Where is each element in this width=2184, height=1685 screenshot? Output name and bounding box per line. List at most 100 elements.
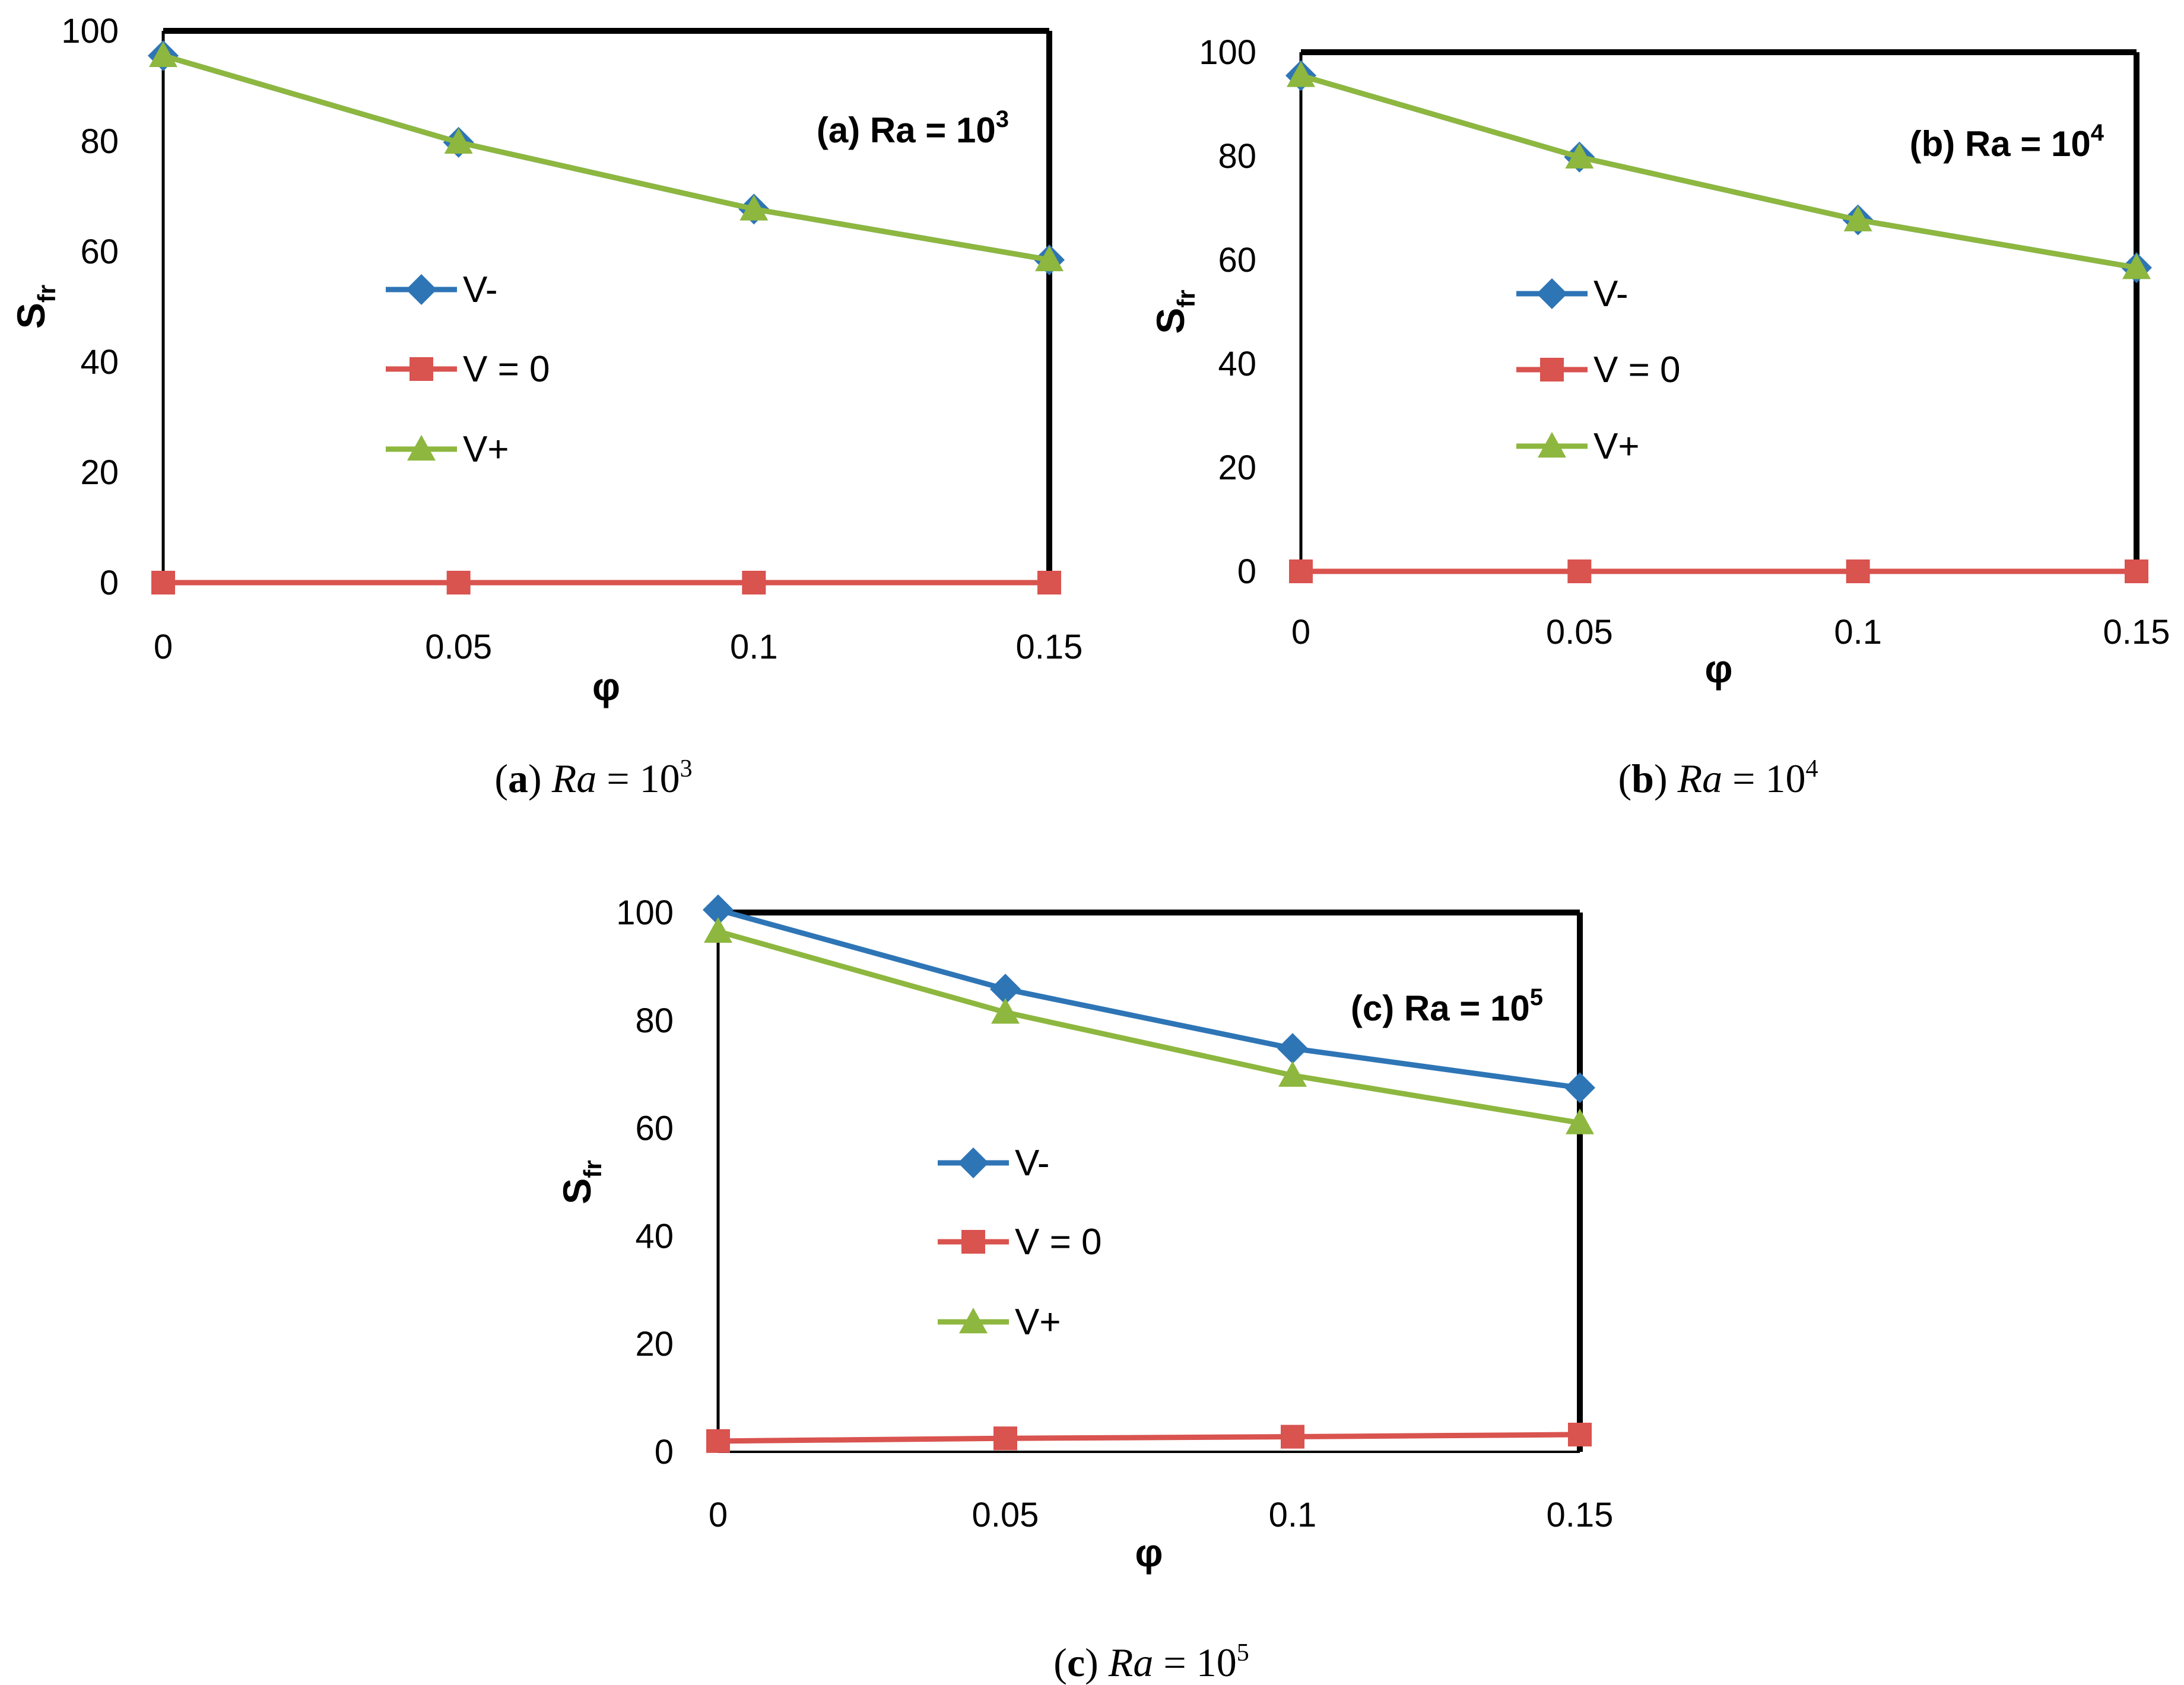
chart-panel-c: 0 20 40 60 80 100 0 0.05 0.1 0.15 φ Sfr (c) Ra = 105… <box>555 894 1613 1575</box>
caption-tag: a <box>508 756 528 801</box>
y-tick-label: 0 <box>1237 552 1256 591</box>
y-tick-label: 100 <box>61 12 119 50</box>
series-line-V0 <box>715 1432 1583 1444</box>
data-point-square <box>706 1429 730 1453</box>
caption-tag: c <box>1067 1640 1085 1685</box>
data-point-triangle <box>1566 1108 1594 1134</box>
chart-panel-a: 0 20 40 60 80 100 0 0.05 0.1 0.15 φ Sfr (a) Ra = 103… <box>9 12 1083 708</box>
legend-marker-diamond <box>1537 278 1567 309</box>
series-line-V <box>1298 72 2139 271</box>
y-axis-label: Sfr <box>1148 290 1200 333</box>
data-point-square <box>993 1426 1017 1451</box>
data-point-square <box>2125 559 2148 583</box>
y-tick-label: 60 <box>80 233 119 271</box>
panel-title-main: (c) Ra = 10 <box>1351 988 1530 1028</box>
panel-title-main: (b) Ra = 10 <box>1910 124 2091 164</box>
panel-title: (b) Ra = 104 <box>1910 120 2104 164</box>
legend-label: V- <box>463 269 498 310</box>
caption-exponent: 3 <box>680 755 693 783</box>
y-tick-label: 40 <box>1218 345 1256 383</box>
data-point-square <box>1037 571 1061 594</box>
x-tick-label: 0.05 <box>1546 613 1613 651</box>
y-tick-label: 60 <box>635 1109 674 1148</box>
series-line-V <box>160 53 1052 263</box>
y-tick-label: 80 <box>1218 137 1256 176</box>
caption-open-paren: ( <box>1618 756 1631 801</box>
caption-open-paren: ( <box>1053 1640 1067 1685</box>
legend-marker-triangle <box>1538 432 1566 458</box>
y-tick-label: 80 <box>80 122 119 161</box>
data-point-square <box>1567 559 1592 583</box>
series-line-V <box>160 53 1052 263</box>
legend-label: V+ <box>1593 426 1640 467</box>
legend-marker-triangle <box>407 435 436 461</box>
x-tick-label: 0.1 <box>1269 1496 1317 1534</box>
legend-label: V- <box>1015 1143 1050 1184</box>
data-point-square <box>1846 559 1870 583</box>
y-axis-label-subscript: fr <box>579 1160 607 1178</box>
caption-equation: = 10 <box>1153 1640 1236 1685</box>
chart-panel-b: 0 20 40 60 80 100 0 0.05 0.1 0.15 φ Sfr (b) Ra = 104… <box>1148 33 2170 691</box>
data-point-diamond <box>703 894 734 926</box>
x-tick-label: 0 <box>709 1496 728 1534</box>
panel-caption: (a) Ra = 103 <box>494 755 692 801</box>
panel-title-exponent: 4 <box>2091 120 2104 146</box>
x-tick-label: 0.15 <box>1016 628 1083 666</box>
x-tick-label: 0.1 <box>1834 613 1882 651</box>
y-tick-label: 100 <box>1199 33 1256 72</box>
x-tick-label: 0 <box>1291 613 1310 651</box>
data-point-triangle <box>1287 61 1315 87</box>
x-tick-label: 0.1 <box>730 628 778 666</box>
panel-title-exponent: 5 <box>1530 984 1543 1010</box>
y-tick-label: 20 <box>1218 449 1256 487</box>
x-tick-label: 0.05 <box>972 1496 1039 1534</box>
series-line-V <box>715 929 1583 1126</box>
panel-title-main: (a) Ra = 10 <box>817 110 996 150</box>
legend-marker-square <box>961 1230 985 1254</box>
series-line-V <box>1298 72 2139 271</box>
caption-exponent: 4 <box>1806 755 1818 783</box>
caption-tag: b <box>1631 756 1654 801</box>
x-tick-label: 0.15 <box>2103 613 2170 651</box>
data-point-square <box>446 571 471 594</box>
panel-title-exponent: 3 <box>996 106 1009 132</box>
data-point-square <box>742 571 766 594</box>
legend-label: V = 0 <box>1593 349 1681 390</box>
data-point-triangle <box>704 917 732 943</box>
legend-label: V = 0 <box>1015 1222 1102 1263</box>
y-axis-label-subscript: fr <box>33 285 61 303</box>
panel-caption: (c) Ra = 105 <box>1053 1639 1249 1685</box>
data-point-diamond <box>1564 1072 1595 1104</box>
panel-caption: (b) Ra = 104 <box>1618 755 1818 801</box>
data-point-square <box>1281 1425 1304 1449</box>
data-point-triangle <box>739 195 769 221</box>
caption-equation: = 10 <box>1722 756 1805 801</box>
data-point-diamond <box>1277 1033 1308 1064</box>
legend-marker-square <box>410 357 433 381</box>
legend-label: V- <box>1593 274 1629 314</box>
x-axis-label: φ <box>1704 647 1732 691</box>
y-axis-label-subscript: fr <box>1172 290 1200 307</box>
caption-close-paren: ) <box>1654 756 1678 801</box>
data-point-square <box>151 571 175 594</box>
y-tick-label: 60 <box>1218 241 1256 279</box>
y-tick-label: 40 <box>635 1217 674 1255</box>
legend-label: V+ <box>1015 1302 1061 1343</box>
data-point-square <box>1289 559 1313 583</box>
legend-label: V = 0 <box>463 349 550 390</box>
series-line-V <box>715 907 1583 1091</box>
caption-exponent: 5 <box>1237 1639 1249 1667</box>
caption-close-paren: ) <box>528 756 552 801</box>
y-tick-label: 0 <box>100 564 119 602</box>
legend-marker-square <box>1540 358 1564 381</box>
y-axis-label: Sfr <box>555 1160 607 1204</box>
data-point-triangle <box>1565 142 1594 168</box>
y-tick-label: 20 <box>80 453 119 492</box>
y-tick-label: 80 <box>635 1002 674 1040</box>
panel-title: (c) Ra = 105 <box>1351 984 1543 1028</box>
legend-marker-diamond <box>958 1147 989 1178</box>
data-point-triangle <box>991 998 1020 1024</box>
caption-close-paren: ) <box>1085 1640 1109 1685</box>
data-point-triangle <box>1035 245 1064 272</box>
caption-equation: = 10 <box>596 756 680 801</box>
